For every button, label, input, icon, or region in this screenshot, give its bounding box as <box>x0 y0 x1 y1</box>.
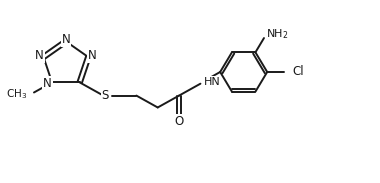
Text: N: N <box>35 49 44 62</box>
Text: CH$_3$: CH$_3$ <box>6 87 27 101</box>
Text: O: O <box>174 115 184 128</box>
Text: N: N <box>88 49 97 62</box>
Text: N: N <box>43 77 52 90</box>
Text: N: N <box>62 33 70 46</box>
Text: Cl: Cl <box>293 66 304 79</box>
Text: HN: HN <box>203 77 220 87</box>
Text: NH$_2$: NH$_2$ <box>266 27 288 41</box>
Text: S: S <box>101 89 109 102</box>
